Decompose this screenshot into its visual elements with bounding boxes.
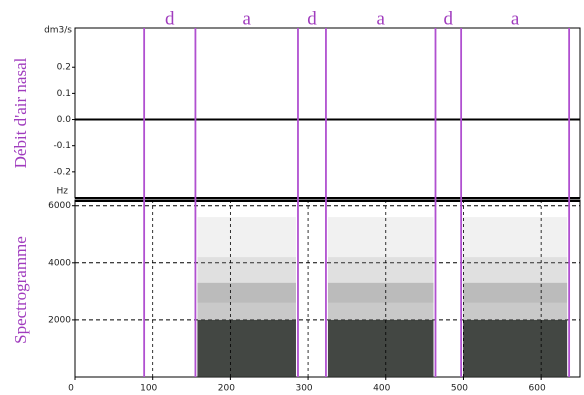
segment-label: d xyxy=(307,8,317,29)
y-tick-label: -0.1 xyxy=(53,141,71,151)
spectrogram-energy xyxy=(197,302,296,320)
spectrogram-energy xyxy=(463,282,568,303)
spectrogram-energy xyxy=(463,217,568,258)
x-tick-label: 0 xyxy=(68,384,74,394)
x-tick-label: 100 xyxy=(140,384,157,394)
y-unit: Hz xyxy=(57,187,69,197)
spectrogram-energy xyxy=(197,319,296,377)
x-tick-label: 500 xyxy=(451,384,468,394)
spectrogram-energy xyxy=(197,217,296,258)
spectrogram-energy xyxy=(197,257,296,283)
segment-label: a xyxy=(377,8,386,29)
x-tick-label: 600 xyxy=(529,384,546,394)
segment-label: a xyxy=(242,8,251,29)
x-tick-label: 200 xyxy=(218,384,235,394)
spectrogram-energy xyxy=(463,319,568,377)
x-tick-label: 400 xyxy=(373,384,390,394)
y-tick-label: -0.2 xyxy=(53,167,71,177)
segment-label: d xyxy=(165,8,175,29)
spectrogram-energy xyxy=(327,257,434,283)
spectrogram-energy xyxy=(327,282,434,303)
panel-frame xyxy=(74,27,581,199)
y-tick-label: 4000 xyxy=(48,258,71,268)
spectrogram-energy xyxy=(327,217,434,258)
y-tick-label: 0.2 xyxy=(57,63,71,73)
x-tick-label: 300 xyxy=(295,384,312,394)
spectrogram-energy xyxy=(463,257,568,283)
spectrogram-energy xyxy=(327,319,434,377)
y-tick-label: 0.0 xyxy=(57,115,72,125)
spectrogram-energy xyxy=(463,302,568,320)
spectrogram-energy xyxy=(197,282,296,303)
y-axis-title: Débit d'air nasal xyxy=(11,57,30,168)
y-tick-label: 2000 xyxy=(48,315,71,325)
y-tick-label: 0.1 xyxy=(57,89,71,99)
y-axis-title: Spectrogramme xyxy=(11,236,30,344)
segment-label: a xyxy=(511,8,520,29)
y-unit: dm3/s xyxy=(44,26,72,36)
segment-label: d xyxy=(444,8,454,29)
spectrogram-energy xyxy=(327,302,434,320)
y-tick-label: 6000 xyxy=(48,201,71,211)
